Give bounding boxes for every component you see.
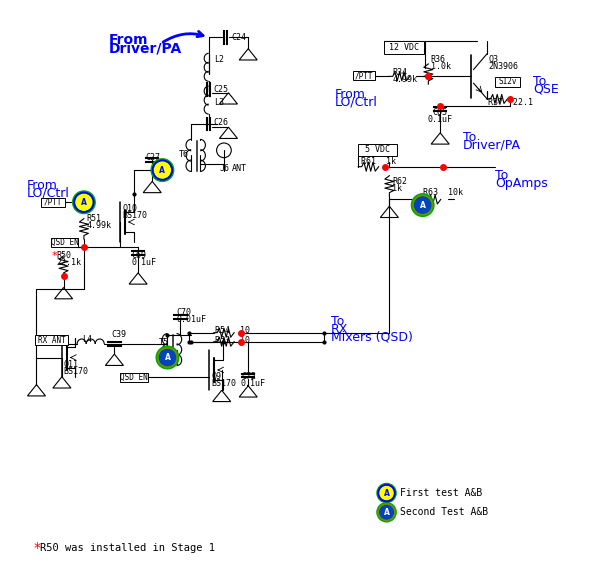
Text: R54  10: R54 10 bbox=[215, 326, 250, 335]
FancyBboxPatch shape bbox=[359, 144, 397, 156]
Text: R50 was installed in Stage 1: R50 was installed in Stage 1 bbox=[40, 543, 215, 554]
FancyBboxPatch shape bbox=[51, 238, 78, 247]
Text: R34: R34 bbox=[392, 68, 407, 78]
Text: To: To bbox=[533, 75, 547, 88]
Text: BS170: BS170 bbox=[63, 367, 89, 376]
Text: From: From bbox=[109, 33, 148, 47]
Text: A: A bbox=[384, 488, 389, 498]
Text: L4: L4 bbox=[82, 335, 92, 344]
Text: RX: RX bbox=[331, 323, 349, 336]
Text: QSD EN: QSD EN bbox=[51, 238, 79, 247]
Text: R36: R36 bbox=[430, 55, 446, 65]
Text: Q10: Q10 bbox=[122, 204, 137, 213]
Text: 5 VDC: 5 VDC bbox=[365, 145, 390, 155]
Text: A: A bbox=[81, 198, 87, 207]
Text: LO/Ctrl: LO/Ctrl bbox=[335, 96, 378, 109]
Text: A: A bbox=[159, 166, 165, 174]
Text: 22.1k: 22.1k bbox=[57, 258, 82, 267]
Text: 4.99k: 4.99k bbox=[392, 75, 417, 84]
Text: T5: T5 bbox=[159, 338, 169, 348]
Circle shape bbox=[73, 191, 95, 213]
Circle shape bbox=[156, 346, 179, 369]
Text: QSE: QSE bbox=[533, 83, 559, 96]
Text: J6: J6 bbox=[220, 164, 229, 173]
Text: A: A bbox=[420, 200, 426, 209]
Circle shape bbox=[377, 503, 396, 522]
Text: Mixers (QSD): Mixers (QSD) bbox=[331, 331, 413, 344]
Text: To: To bbox=[331, 315, 344, 328]
Text: BS170: BS170 bbox=[122, 211, 148, 220]
Text: C39: C39 bbox=[111, 331, 126, 340]
Text: Q11: Q11 bbox=[63, 360, 79, 369]
Text: From: From bbox=[335, 88, 365, 101]
Text: 1.0k: 1.0k bbox=[430, 62, 451, 71]
Text: C26: C26 bbox=[214, 118, 229, 127]
Text: First test A&B: First test A&B bbox=[400, 488, 482, 498]
FancyBboxPatch shape bbox=[41, 198, 65, 207]
Text: To: To bbox=[495, 169, 508, 182]
Text: L3: L3 bbox=[214, 98, 224, 107]
FancyBboxPatch shape bbox=[384, 41, 424, 54]
Text: 0.1uF: 0.1uF bbox=[132, 258, 156, 267]
FancyBboxPatch shape bbox=[352, 71, 375, 80]
Text: C70: C70 bbox=[177, 308, 191, 317]
Text: 0.01uF: 0.01uF bbox=[177, 315, 207, 324]
Text: To: To bbox=[462, 131, 476, 144]
Text: R63  10k: R63 10k bbox=[423, 188, 463, 197]
FancyBboxPatch shape bbox=[495, 77, 520, 87]
Text: T6: T6 bbox=[179, 150, 189, 159]
Text: 4.99k: 4.99k bbox=[86, 221, 111, 230]
Text: Q9: Q9 bbox=[212, 372, 221, 381]
Circle shape bbox=[411, 194, 434, 216]
Text: R62: R62 bbox=[392, 177, 407, 186]
Text: Driver/PA: Driver/PA bbox=[462, 138, 521, 151]
Circle shape bbox=[415, 197, 431, 213]
Circle shape bbox=[159, 349, 176, 366]
Text: From: From bbox=[26, 179, 57, 192]
Text: R50: R50 bbox=[57, 251, 72, 260]
Text: 1k: 1k bbox=[392, 183, 402, 192]
Text: C65: C65 bbox=[433, 108, 448, 117]
Text: C25: C25 bbox=[214, 85, 229, 95]
Text: C69: C69 bbox=[132, 251, 146, 260]
Text: C72: C72 bbox=[241, 372, 256, 381]
Text: BS170: BS170 bbox=[212, 379, 237, 388]
Text: R37  22.1: R37 22.1 bbox=[488, 98, 533, 107]
Circle shape bbox=[76, 194, 92, 211]
Text: 0.1uF: 0.1uF bbox=[427, 115, 453, 124]
Text: *: * bbox=[51, 251, 57, 261]
Circle shape bbox=[377, 483, 396, 503]
Text: RX ANT: RX ANT bbox=[38, 336, 66, 345]
Text: *: * bbox=[33, 541, 40, 555]
Text: R53  10: R53 10 bbox=[215, 336, 250, 345]
Circle shape bbox=[379, 505, 394, 519]
Text: QSD EN: QSD EN bbox=[121, 373, 148, 382]
Text: L2: L2 bbox=[214, 55, 224, 65]
Text: R61  1k: R61 1k bbox=[360, 157, 395, 165]
Text: C24: C24 bbox=[231, 33, 246, 42]
Circle shape bbox=[154, 162, 170, 178]
Text: 2N3906: 2N3906 bbox=[488, 62, 518, 71]
Text: ANT: ANT bbox=[232, 164, 247, 173]
Text: Q3: Q3 bbox=[488, 55, 498, 64]
Text: /PTT: /PTT bbox=[355, 71, 373, 80]
FancyBboxPatch shape bbox=[120, 373, 148, 382]
Text: C27: C27 bbox=[146, 153, 161, 162]
Text: LO/Ctrl: LO/Ctrl bbox=[26, 187, 69, 200]
Text: 0.1uF: 0.1uF bbox=[241, 379, 266, 388]
Text: OpAmps: OpAmps bbox=[495, 177, 548, 190]
Text: S12v: S12v bbox=[498, 77, 517, 86]
Text: R51: R51 bbox=[86, 214, 101, 223]
Text: Second Test A&B: Second Test A&B bbox=[400, 507, 488, 517]
Circle shape bbox=[379, 486, 394, 500]
Text: 12 VDC: 12 VDC bbox=[389, 43, 419, 52]
Text: A: A bbox=[165, 353, 170, 362]
Text: Driver/PA: Driver/PA bbox=[109, 42, 182, 55]
Text: A: A bbox=[384, 508, 389, 517]
Text: /PTT: /PTT bbox=[44, 198, 62, 207]
FancyBboxPatch shape bbox=[35, 335, 68, 345]
Circle shape bbox=[151, 159, 173, 181]
